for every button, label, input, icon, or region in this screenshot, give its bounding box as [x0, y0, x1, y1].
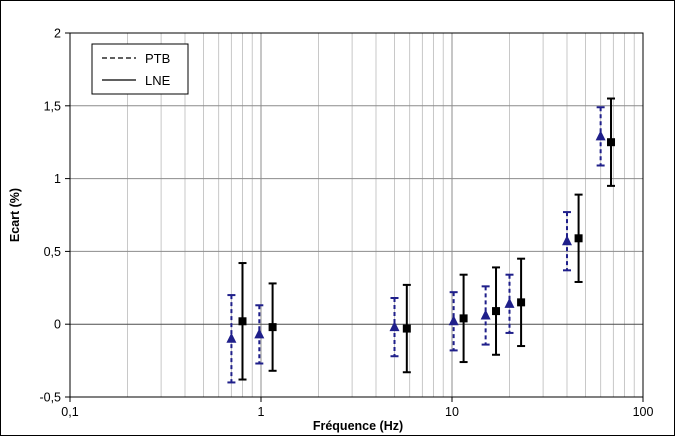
axes: -0,5 0 0,5 1 1,5 2 0,1 1 10 100 Fréquence (Hz) Ecar…: [8, 27, 653, 434]
data-point-triangle: [226, 332, 237, 343]
data-point-triangle: [504, 297, 515, 308]
y-tick-label: 0: [54, 318, 61, 332]
data-point-square: [459, 314, 468, 323]
data-point-triangle: [448, 315, 459, 326]
x-axis-title: Fréquence (Hz): [313, 419, 403, 433]
data-point-square: [492, 307, 501, 316]
data-point-square: [517, 298, 526, 307]
data-point-triangle: [480, 309, 491, 320]
series-ptb: [226, 106, 606, 384]
data-point-square: [402, 324, 411, 333]
y-tick-label: 1: [54, 172, 61, 186]
data-point-triangle: [561, 235, 572, 246]
y-tick-label: 0,5: [44, 245, 61, 259]
y-tick-label: 2: [54, 27, 61, 41]
y-tick-label: 1,5: [44, 99, 61, 113]
y-tick-label: -0,5: [39, 391, 61, 405]
x-tick-label: 100: [633, 405, 654, 419]
data-point-square: [268, 323, 277, 332]
data-point-square: [238, 317, 247, 326]
plot-area-border: [69, 32, 644, 398]
legend: PTB LNE: [91, 43, 189, 95]
data-point-triangle: [389, 321, 400, 332]
data-point-triangle: [254, 328, 265, 339]
series-lne: [238, 97, 616, 381]
x-tick-label: 0,1: [61, 405, 78, 419]
data-point-square: [574, 234, 583, 243]
x-tick-label: 1: [258, 405, 265, 419]
legend-box: [91, 43, 189, 95]
legend-label-ptb: PTB: [145, 51, 170, 66]
data-series: [226, 97, 616, 384]
x-tick-label: 10: [445, 405, 459, 419]
legend-label-lne: LNE: [145, 73, 171, 88]
y-axis-title: Ecart (%): [8, 188, 22, 242]
data-point-triangle: [595, 130, 606, 141]
data-point-square: [607, 138, 616, 147]
